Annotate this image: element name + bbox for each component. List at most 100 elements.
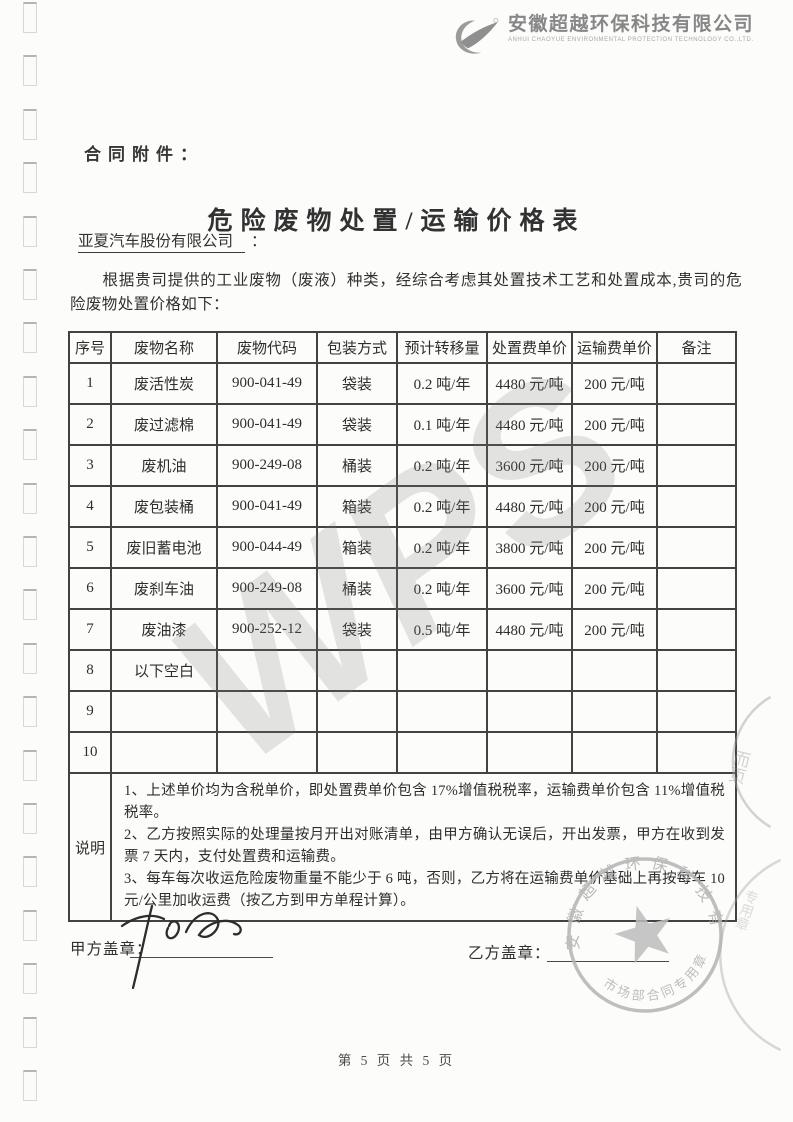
party-a-handwritten-signature [120,904,242,990]
table-cell: 0.2 吨/年 [396,567,488,610]
party-b-stamp-label: 乙方盖章： [468,945,551,962]
table-cell: 废油漆 [110,608,218,651]
table-cell: 7 [68,608,112,651]
logo-company-name: 安徽超越环保科技有限公司 [508,14,755,35]
table-cell [396,731,488,774]
table-cell: 900-249-08 [216,444,318,487]
table-cell: 3600 元/吨 [486,444,573,487]
table-cell [656,526,737,569]
binder-hole [23,55,37,87]
table-cell: 4480 元/吨 [486,608,573,651]
table-cell: 袋装 [316,362,398,405]
table-cell [216,690,318,733]
table-cell: 废包装桶 [110,485,218,528]
table-cell: 0.2 吨/年 [396,444,488,487]
binder-hole [23,1016,37,1048]
table-cell [656,731,737,774]
table-header-cell: 备注 [656,331,737,364]
logo-company-tagline: ANHUI CHAOYUE ENVIRONMENTAL PROTECTION T… [508,36,754,43]
recipient-name: 亚夏汽车股份有限公司 [78,229,246,253]
table-cell: 4 [68,485,112,528]
table-row: 4 废包装桶 900-041-49 箱装 0.2 吨/年 4480 元/吨 200 元/吨 [68,485,737,528]
binder-hole [23,108,37,140]
table-cell [110,690,218,733]
table-row: 9 [68,690,737,733]
table-cell: 箱装 [316,526,398,569]
binder-hole [23,696,37,728]
table-cell [656,444,737,487]
logo-swoosh-icon [455,18,499,54]
table-cell: 4480 元/吨 [486,485,573,528]
recipient-line: 亚夏汽车股份有限公司 ： [78,229,267,253]
binder-hole [23,909,37,941]
table-cell [396,690,488,733]
table-cell: 200 元/吨 [571,567,658,610]
table-header-cell: 废物代码 [216,331,318,364]
binder-hole [23,269,37,300]
table-row: 1 废活性炭 900-041-49 袋装 0.2 吨/年 4480 元/吨 200 元/吨 [68,362,737,405]
binder-hole [23,1070,37,1101]
note-item: 1、上述单价均为含税单价，即处置费单价包含 17%增值税税率，运输费单价包含 1… [124,783,725,822]
svg-text:市场部合同专用章: 市场部合同专用章 [598,946,719,1016]
recipient-colon: ： [251,233,267,250]
party-b-signature-line [547,961,669,962]
page-title: 危险废物处置/运输价格表 [207,208,586,235]
table-cell: 废旧蓄电池 [110,526,218,569]
table-header-row: 序号 废物名称 废物代码 包装方式 预计转移量 处置费单价 运输费单价 备注 [68,331,737,364]
table-cell: 4480 元/吨 [486,362,573,405]
table-row: 5 废旧蓄电池 900-044-49 箱装 0.2 吨/年 3800 元/吨 200 元/吨 [68,526,737,569]
table-cell: 900-041-49 [216,485,318,528]
binder-hole [23,856,37,888]
table-cell [656,403,737,446]
table-cell [486,690,573,733]
table-cell: 废刹车油 [110,567,218,610]
table-cell [316,731,398,774]
table-cell: 900-044-49 [216,526,318,569]
table-cell: 200 元/吨 [571,608,658,651]
binder-hole [23,589,37,621]
table-cell [216,649,318,692]
binder-hole [23,375,37,407]
table-header-cell: 处置费单价 [486,331,573,364]
table-cell: 900-249-08 [216,567,318,610]
table-cell [656,649,737,692]
binder-hole [23,162,37,194]
table-cell: 900-041-49 [216,362,318,405]
table-cell [486,649,573,692]
table-cell: 3600 元/吨 [486,567,573,610]
table-row: 7 废油漆 900-252-12 袋装 0.5 吨/年 4480 元/吨 200 元/吨 [68,608,737,651]
party-a-stamp-label: 甲方盖章： [70,941,153,958]
table-cell [656,362,737,405]
table-cell [216,731,318,774]
table-cell: 1 [68,362,112,405]
binder-hole [23,2,37,33]
table-cell [110,731,218,774]
binder-hole [23,322,37,354]
table-cell [571,731,658,774]
table-cell: 900-041-49 [216,403,318,446]
table-cell: 袋装 [316,608,398,651]
intro-paragraph: 根据贵司提供的工业废物（废液）种类，经综合考虑其处置技术工艺和处置成本,贵司的危… [70,272,742,314]
attachment-label: 合同附件： [84,145,204,164]
table-cell [486,731,573,774]
table-cell: 2 [68,403,112,446]
table-header-cell: 包装方式 [316,331,398,364]
table-cell: 8 [68,649,112,692]
table-cell: 袋装 [316,403,398,446]
table-cell [316,690,398,733]
binder-hole [23,215,37,247]
binder-hole [23,642,37,674]
binder-hole [23,429,37,461]
notes-label-cell: 说明 [68,771,112,923]
table-row: 8 以下空白 [68,649,737,692]
binder-hole [23,803,37,834]
table-cell: 3 [68,444,112,487]
table-header-cell: 序号 [68,331,112,364]
table-cell [316,649,398,692]
table-cell [656,608,737,651]
table-header-cell: 运输费单价 [571,331,658,364]
table-header-cell: 废物名称 [110,331,218,364]
table-cell: 桶装 [316,444,398,487]
table-cell [571,690,658,733]
